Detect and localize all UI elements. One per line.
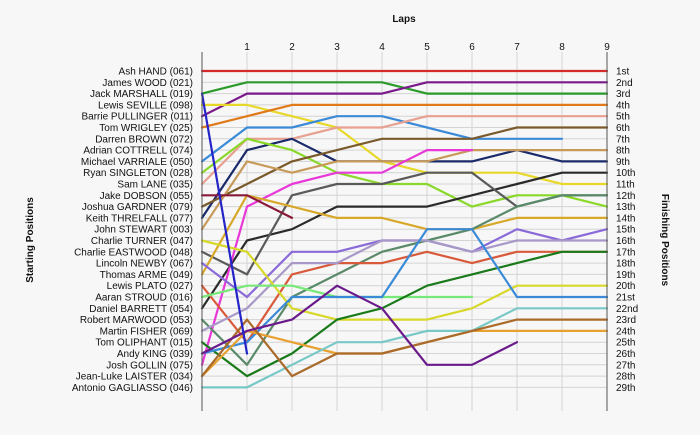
x-tick-label: 4 [379,42,385,53]
starting-position-label: Robert MARWOOD (053) [80,315,193,326]
x-tick-label: 2 [289,42,295,53]
finishing-position-label: 21st [616,293,635,304]
finishing-position-label: 15th [616,225,635,236]
finishing-position-label: 7th [616,134,630,145]
finishing-position-label: 17th [616,247,635,258]
starting-position-label: Aaran STROUD (016) [95,293,193,304]
starting-position-label: Andy KING (039) [117,349,193,360]
finishing-position-label: 14th [616,213,635,224]
finishing-position-label: 25th [616,338,635,349]
starting-position-label: Joshua GARDNER (079) [82,202,193,213]
x-tick-label: 6 [469,42,475,53]
starting-position-label: Jack MARSHALL (019) [90,89,193,100]
series-line-15 [200,194,609,276]
starting-position-label: Antonio GAGLIASSO (046) [72,383,193,394]
starting-position-label: Ryan SINGLETON (028) [83,168,193,179]
series-line-28 [200,284,519,366]
starting-position-label: Barrie PULLINGER (011) [81,112,193,123]
series-line-13 [200,149,474,366]
finishing-position-label: 24th [616,326,635,337]
finishing-position-label: 19th [616,270,635,281]
starting-position-label: Martin FISHER (069) [100,326,193,337]
series-line-29 [200,92,249,355]
finishing-position-label: 8th [616,146,630,157]
starting-position-label: Lewis SEVILLE (098) [98,100,193,111]
series-line-24 [200,228,609,355]
finishing-position-label: 18th [616,259,635,270]
finishing-position-label: 1st [616,67,630,78]
starting-position-label: Charlie TURNER (047) [91,236,193,247]
finishing-position-label: 26th [616,349,635,360]
x-tick-label: 5 [424,42,430,53]
x-axis-title: Laps [392,14,416,25]
starting-position-label: Charlie EASTWOOD (048) [74,247,193,258]
y-axis-title-left: Starting Positions [25,197,36,283]
starting-position-label: Lewis PLATO (027) [107,281,193,292]
x-tick-label: 3 [334,42,340,53]
starting-position-label: Josh GOLLIN (075) [106,360,193,371]
starting-position-label: Thomas ARME (049) [100,270,193,281]
finishing-position-labels: 1st2nd3rd4th5th6th7th8th9th10th11th12th1… [616,67,638,394]
finishing-position-label: 9th [616,157,630,168]
series-line-3 [200,81,609,118]
finishing-position-label: 3rd [616,89,630,100]
x-tick-label: 7 [514,42,520,53]
series-line-5 [200,103,609,129]
series-line-9 [200,137,609,208]
finishing-position-label: 29th [616,383,635,394]
finishing-position-label: 6th [616,123,630,134]
series-line-6 [200,115,564,163]
finishing-position-label: 13th [616,202,635,213]
starting-position-labels: Ash HAND (061)James WOOD (021)Jack MARSH… [72,67,193,394]
finishing-position-label: 23rd [616,315,636,326]
plot-frame [201,52,608,411]
series-line-17 [200,194,609,366]
finishing-position-label: 5th [616,112,630,123]
series-line-18 [200,250,609,344]
series-line-7 [200,115,609,186]
finishing-position-label: 20th [616,281,635,292]
starting-position-label: Lincoln NEWBY (067) [96,259,193,270]
x-tick-label: 8 [559,42,565,53]
starting-position-label: Daniel BARRETT (054) [89,304,193,315]
finishing-position-label: 2nd [616,78,633,89]
finishing-position-label: 10th [616,168,635,179]
series-line-23 [200,250,609,378]
finishing-position-label: 27th [616,360,635,371]
finishing-position-label: 11th [616,180,635,191]
starting-position-label: Tom WRIGLEY (025) [99,123,193,134]
finishing-position-label: 22nd [616,304,638,315]
starting-position-label: Darren BROWN (072) [95,134,193,145]
x-tick-label: 1 [244,42,250,53]
series-line-27 [200,318,609,378]
x-tick-labels: 1 2 3 4 5 6 7 8 9 [244,42,610,53]
starting-position-label: Adrian COTTRELL (074) [83,146,193,157]
starting-position-label: Ash HAND (061) [119,67,193,78]
starting-position-label: Keith THRELFALL (077) [86,213,193,224]
starting-position-label: Michael VARRIALE (050) [81,157,193,168]
series-line-10 [200,126,609,208]
finishing-position-label: 28th [616,372,635,383]
series-lines [200,69,609,389]
starting-position-label: Jake DOBSON (055) [100,191,193,202]
starting-position-label: Tom OLIPHANT (015) [95,338,193,349]
starting-position-label: John STEWART (003) [94,225,193,236]
starting-position-label: James WOOD (021) [102,78,193,89]
y-axis-title-right: Finishing Positions [659,194,670,287]
starting-position-label: Sam LANE (035) [117,180,193,191]
series-line-22 [200,194,294,219]
x-tick-label: 9 [604,42,610,53]
finishing-position-label: 4th [616,100,630,111]
series-line-20 [200,239,609,321]
starting-position-label: Jean-Luke LAISTER (034) [76,372,193,383]
finishing-position-label: 12th [616,191,635,202]
finishing-position-label: 16th [616,236,635,247]
